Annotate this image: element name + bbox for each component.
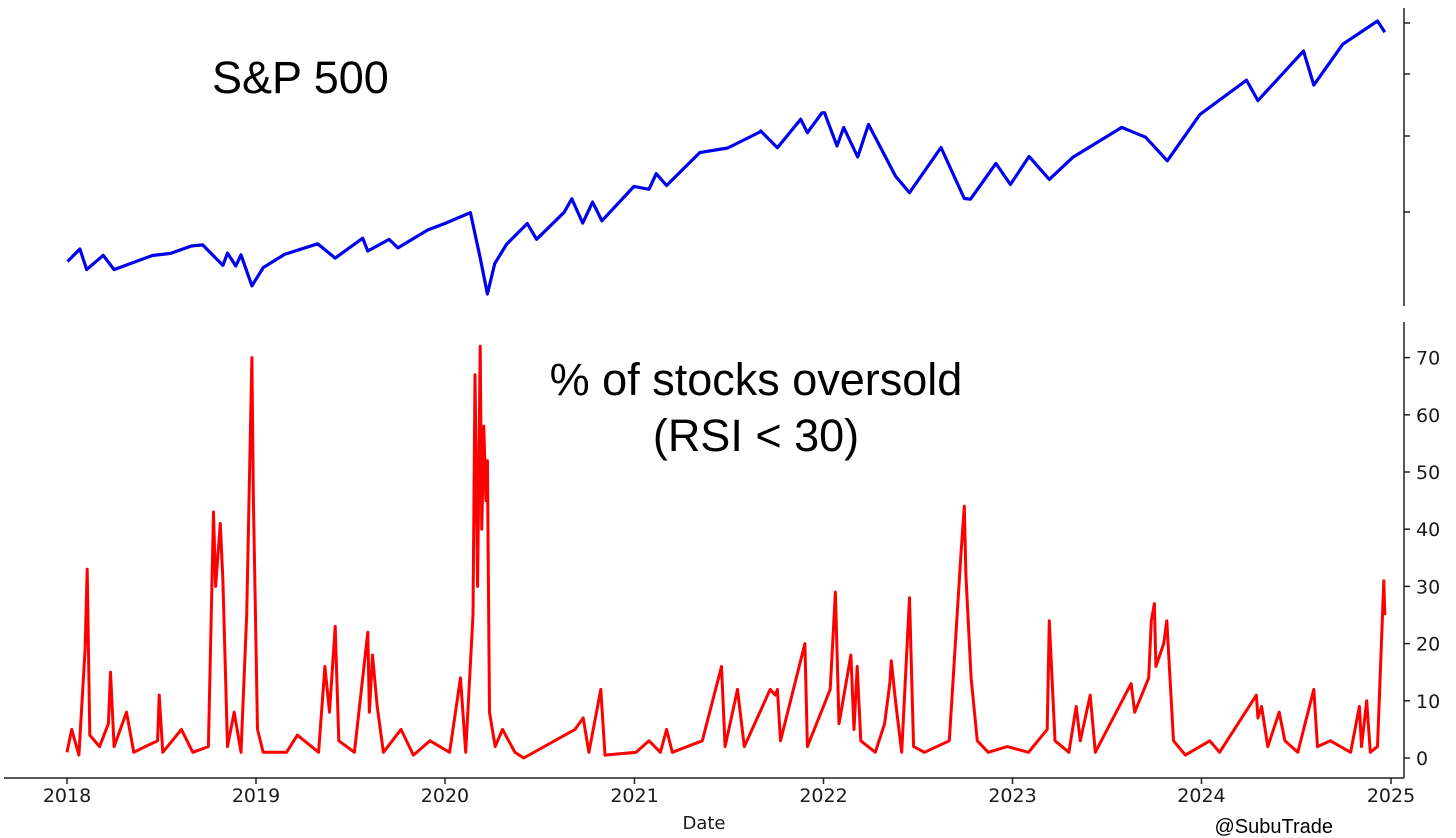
x-tick-label: 2018 [43, 785, 91, 807]
y-tick-label: 0 [1416, 748, 1428, 770]
x-tick-label: 2020 [421, 785, 469, 807]
bottom-title-line: (RSI < 30) [653, 410, 859, 461]
author-credit: @SubuTrade [1214, 816, 1333, 838]
sp500-panel: S&P 500 [66, 8, 1410, 306]
x-tick-label: 2021 [610, 785, 658, 807]
x-tick-label: 2022 [799, 785, 847, 807]
x-tick-label: 2025 [1367, 785, 1415, 807]
oversold-panel: 0 10 20 30 40 50 60 70 2018 2019 2020 2021 2022 2023… [4, 322, 1440, 834]
y-tick-label: 30 [1416, 576, 1440, 598]
y-tick-label: 70 [1416, 348, 1440, 370]
y-axis-ticks: 0 10 20 30 40 50 60 70 [1404, 348, 1440, 770]
x-tick-label: 2024 [1177, 785, 1225, 807]
x-tick-label: 2023 [988, 785, 1036, 807]
sp500-line [66, 19, 1387, 296]
x-tick-label: 2019 [232, 785, 280, 807]
y-tick-label: 10 [1416, 691, 1440, 713]
y-tick-label: 50 [1416, 462, 1440, 484]
top-panel-ticks [1404, 22, 1410, 213]
y-tick-label: 60 [1416, 405, 1440, 427]
x-axis-label: Date [682, 813, 725, 834]
oversold-line [65, 344, 1387, 760]
y-tick-label: 20 [1416, 634, 1440, 656]
bottom-chart-title: % of stocks oversold (RSI < 30) [550, 354, 963, 461]
x-axis-ticks: 2018 2019 2020 2021 2022 2023 2024 2025 [43, 778, 1415, 807]
bottom-title-line: % of stocks oversold [550, 354, 963, 405]
y-tick-label: 40 [1416, 519, 1440, 541]
top-chart-title: S&P 500 [212, 52, 389, 103]
